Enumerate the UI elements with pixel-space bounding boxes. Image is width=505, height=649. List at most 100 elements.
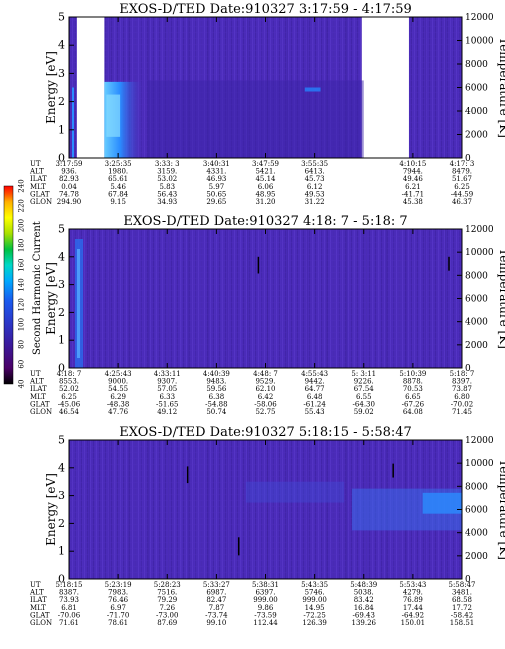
y-tick-label: 3 [58,489,65,502]
y-right-tick-label: 8000 [465,482,488,492]
heatmap-column [306,229,308,368]
heatmap-bright-region [422,492,462,514]
table-cell: 76.89 [403,596,423,604]
table-cell: 6.25 [454,183,470,191]
table-cell: 158.51 [450,619,475,627]
heatmap-column [438,17,440,158]
table-cell: 6.97 [110,604,126,612]
heatmap-column [194,229,196,368]
table-cell: 9000. [108,378,128,386]
heatmap-column [451,17,453,158]
table-cell: 999.00 [253,596,278,604]
y-right-axis-label: Temperature [K] [497,459,505,560]
table-cell: 4:33:11 [154,370,181,378]
table-cell: -70.02 [451,400,473,408]
table-cell: -70.06 [58,611,81,619]
heatmap-region [245,481,345,503]
y-tick-label: 4 [58,39,65,52]
heatmap-column [267,229,268,368]
heatmap-column [418,17,420,158]
heatmap-column [247,229,249,368]
table-cell: -54.88 [205,400,227,408]
table-cell: 17.72 [452,604,472,612]
table-cell: 45.38 [403,198,423,206]
table-cell: 5:43:35 [301,581,328,589]
table-cell: 5:33:27 [203,581,230,589]
heatmap-streak [72,87,74,158]
table-cell: 6.29 [110,393,126,401]
table-cell: 6.38 [209,393,225,401]
table-cell: 112.44 [253,619,278,627]
table-cell: 99.10 [206,619,226,627]
table-cell: 5:53:43 [399,581,426,589]
table-cell: 6397. [255,589,275,597]
heatmap-column [451,229,453,368]
heatmap-column [346,229,348,368]
table-cell: -72.25 [303,611,325,619]
colorbar: 40 60 80 100 120 140 160 180 200 220 240 Second Ha… [3,179,43,389]
table-row-label: UT [30,160,41,168]
table-cell: 9529. [255,378,275,386]
y-right-tick-label: 12000 [465,436,494,446]
heatmap-column [168,229,169,368]
table-cell: 50.74 [206,408,227,416]
table-cell: 3:25:35 [105,160,132,168]
heatmap-bright-core [106,94,121,137]
table-cell: 71.45 [452,408,472,416]
table-cell: 150.01 [401,619,426,627]
colorbar-tick-label: 40 [18,380,26,389]
y-right-tick-label: 6000 [465,506,488,516]
heatmap-column [352,229,354,368]
table-cell: -61.24 [303,400,326,408]
colorbar-tick-label: 60 [18,360,26,369]
heatmap-column [333,440,334,579]
heatmap-line [257,256,260,274]
table-cell: 5:58:47 [449,581,476,589]
table-cell: 6.42 [258,393,274,401]
table-cell: -64.30 [353,400,375,408]
heatmap-column [425,229,427,368]
table-cell: 56.43 [157,190,177,198]
table-cell: 9442. [305,378,325,386]
table-cell: 3:33: 3 [155,160,180,168]
y-axis-label: Energy [eV] [44,473,58,546]
table-cell: 4:18: 7 [57,370,82,378]
heatmap-column [346,440,348,579]
table-cell: 45.14 [255,175,276,183]
heatmap-line [237,537,240,556]
heatmap-column [412,17,414,158]
table-cell: 78.61 [108,619,128,627]
table-cell: 64.08 [403,408,423,416]
table-cell: 9483. [206,378,226,386]
y-right-tick-label: 6000 [465,295,488,305]
table-row-label: UT [30,370,41,378]
heatmap-column [75,440,77,579]
heatmap-column [293,440,295,579]
table-cell: -67.26 [402,400,425,408]
table-cell: 6.55 [356,393,372,401]
y-right-tick-label: 10000 [465,459,494,469]
heatmap-column [260,229,262,368]
panel-1: EXOS-D/TED Date:910327 3:17:59 - 4:17:59… [29,2,505,206]
heatmap-column [432,17,433,158]
heatmap-column [240,229,242,368]
heatmap-column [102,440,103,579]
table-cell: 5421. [255,168,275,176]
table-cell: 67.54 [354,385,375,393]
table-cell: 6.12 [307,183,323,191]
heatmap-region [147,80,364,158]
y-right-tick-label: 0 [465,154,471,164]
heatmap-column [445,229,447,368]
table-cell: 5.46 [110,183,126,191]
heatmap-column [154,440,156,579]
heatmap-column [359,229,361,368]
y-tick-label: 4 [58,461,65,474]
table-cell: 14.95 [305,604,325,612]
table-cell: 5:10:39 [399,370,426,378]
heatmap-line [448,256,450,271]
table-cell: 50.65 [206,190,226,198]
heatmap-column [194,440,196,579]
y-tick-label: 1 [58,334,65,347]
y-tick-label: 5 [58,434,65,447]
table-cell: 4:17: 3 [450,160,475,168]
